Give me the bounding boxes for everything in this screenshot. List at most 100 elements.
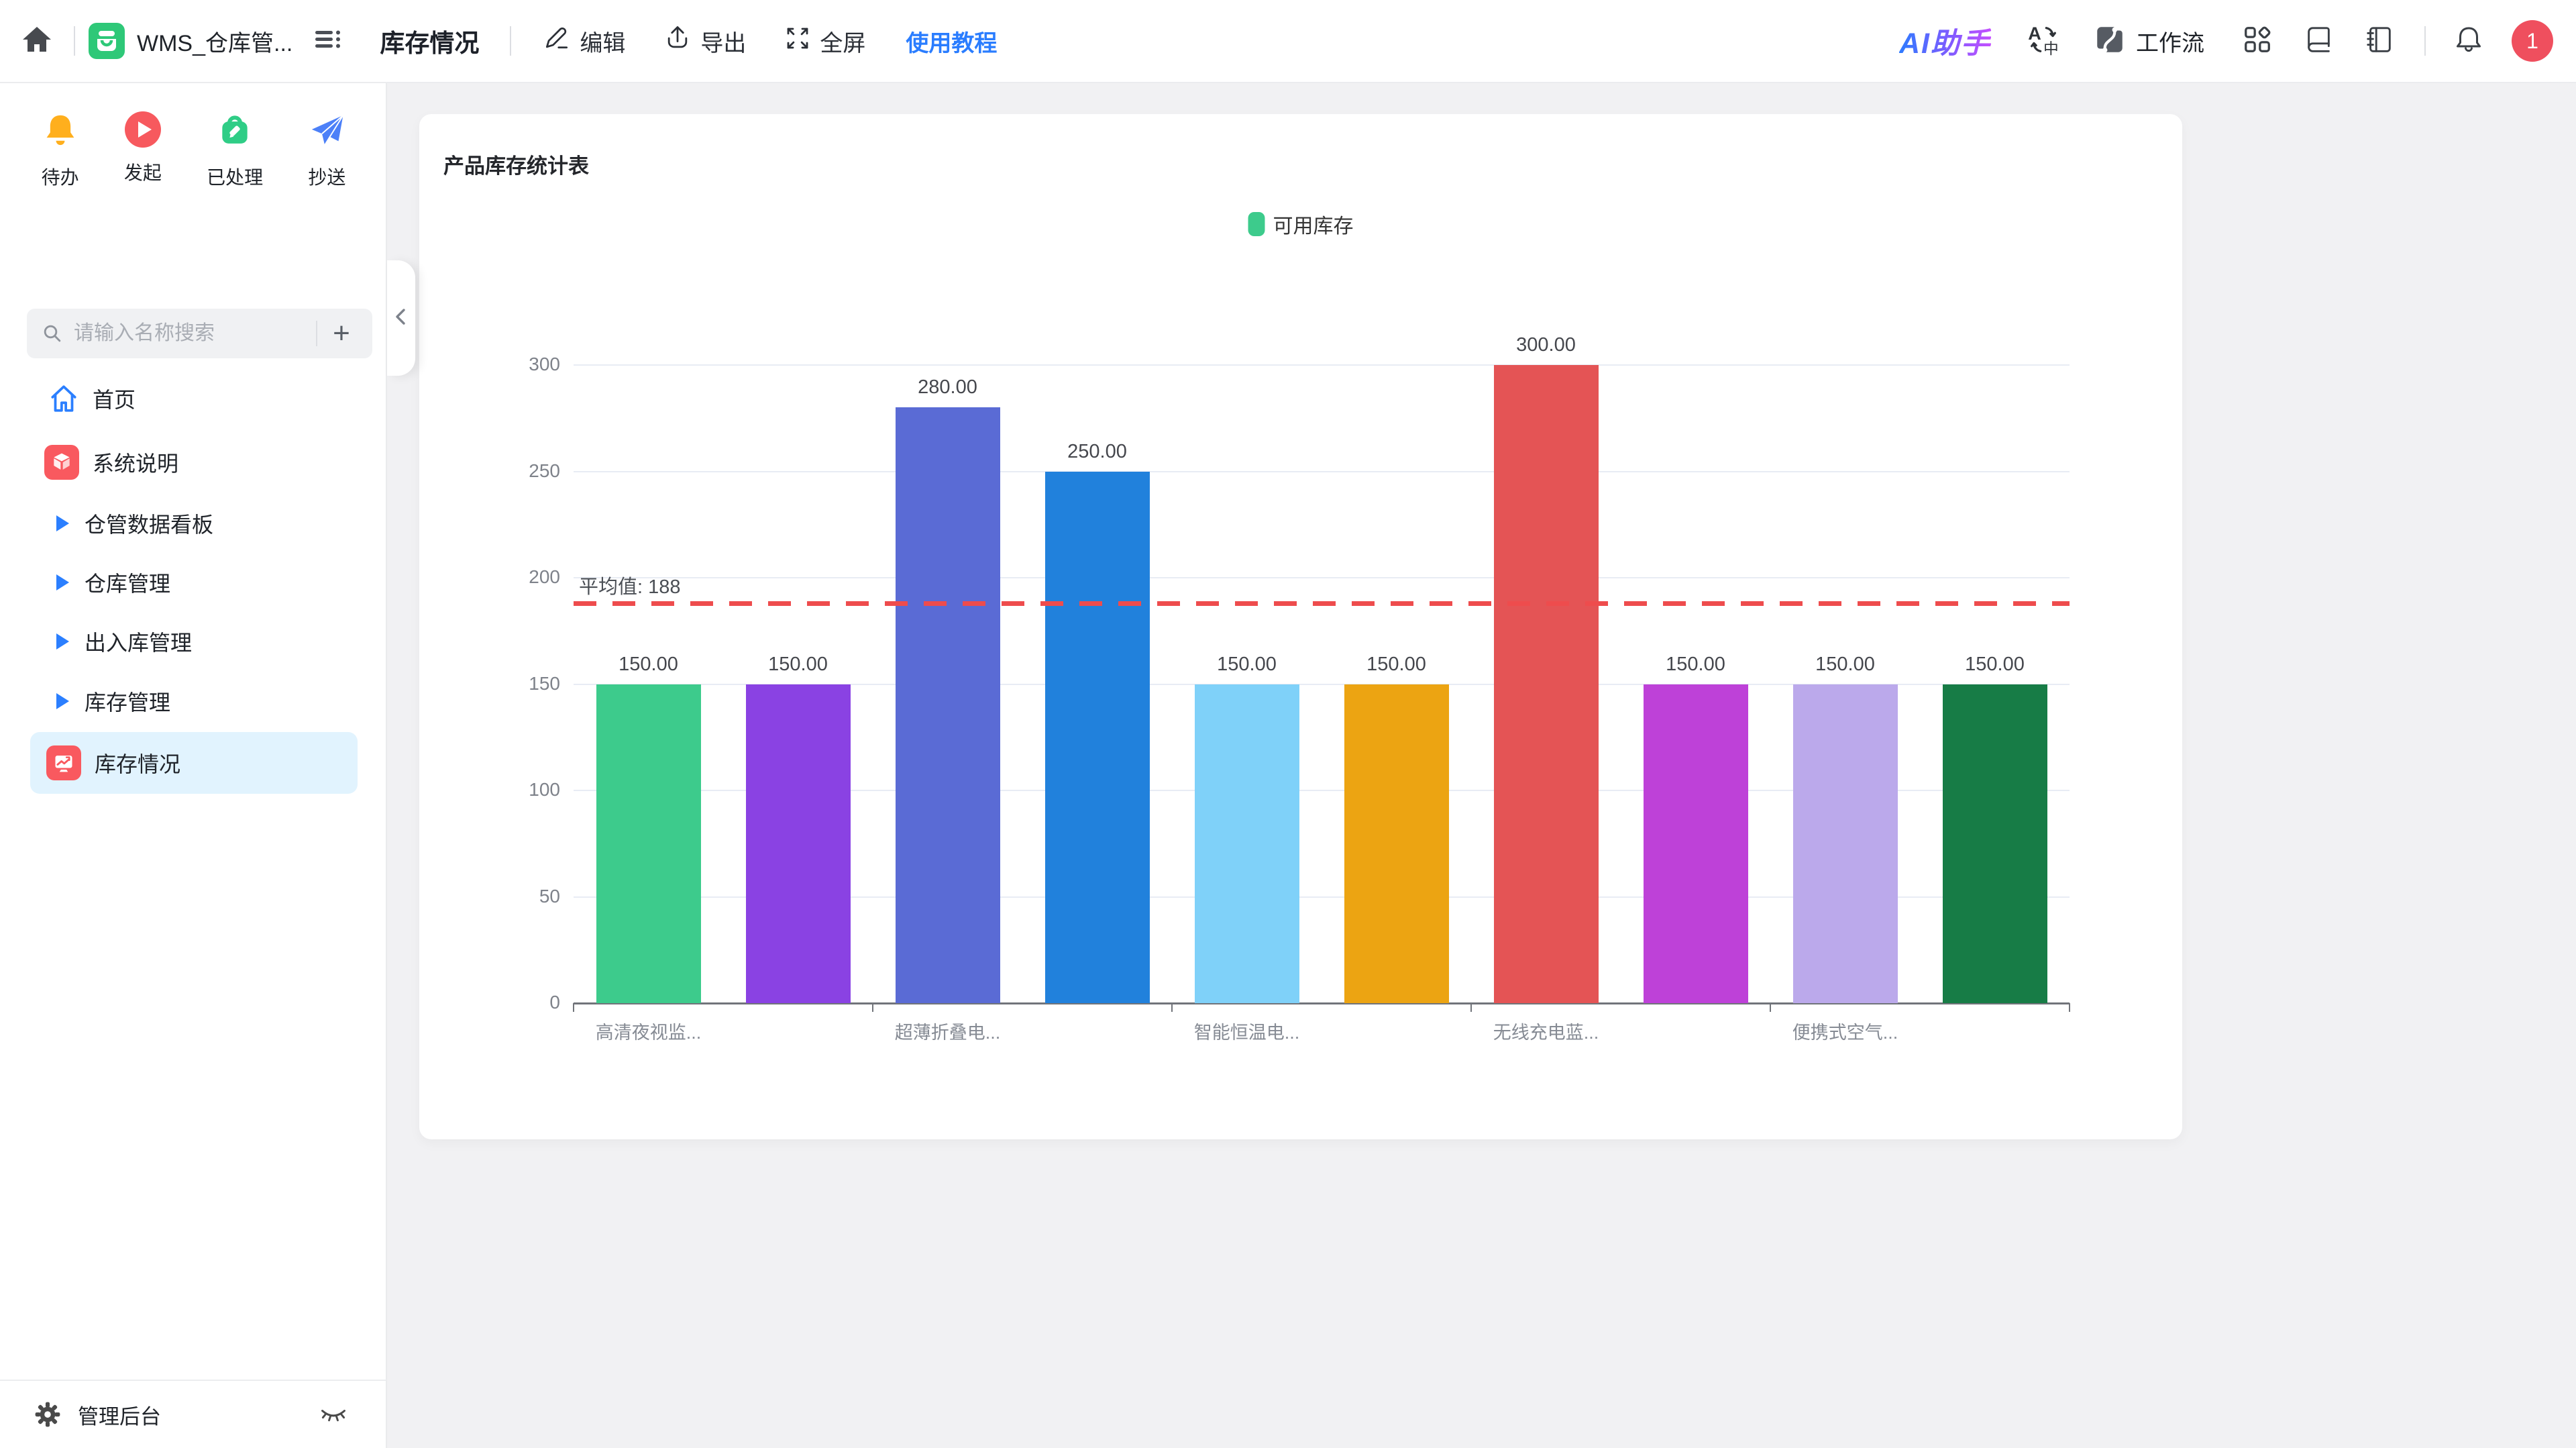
sidebar-group-warehouse-mgmt[interactable]: 仓库管理 — [0, 552, 387, 613]
x-axis-category-label: 高清夜视监... — [595, 1023, 702, 1043]
sidebar-group-inout-mgmt[interactable]: 出入库管理 — [0, 611, 387, 672]
bell-icon — [42, 111, 79, 152]
legend-swatch — [1248, 212, 1265, 236]
x-axis-tick — [872, 1003, 873, 1012]
topbar-divider — [74, 26, 75, 56]
monitor-chart-icon — [46, 745, 81, 780]
bar-6 — [1493, 365, 1599, 1003]
fullscreen-label: 全屏 — [820, 30, 866, 56]
bar-8 — [1792, 684, 1898, 1003]
workflow-icon — [2093, 23, 2127, 60]
legend-label: 可用库存 — [1273, 215, 1354, 238]
quick-action-label: 抄送 — [308, 167, 346, 188]
chart-plot: 0 50 100 150 200 250 300 150.00 高清夜视监... 150.00 28… — [419, 114, 2182, 1139]
fullscreen-icon — [784, 24, 812, 58]
bar-value-label: 300.00 — [1516, 334, 1576, 356]
edit-button[interactable]: 编辑 — [542, 23, 625, 59]
quick-action-initiate[interactable]: 发起 — [124, 111, 162, 190]
search-input[interactable] — [74, 322, 313, 345]
sidebar-item-inventory-status[interactable]: 库存情况 — [30, 732, 358, 794]
bar-1 — [745, 684, 851, 1003]
tutorial-link[interactable]: 使用教程 — [906, 30, 998, 56]
home-button[interactable] — [0, 23, 74, 59]
bar-value-label: 150.00 — [768, 653, 828, 675]
y-axis-tick-label: 200 — [529, 566, 560, 587]
search-icon — [39, 320, 66, 347]
bar-3 — [1044, 471, 1150, 1003]
sidebar-group-warehouse-dashboard[interactable]: 仓管数据看板 — [0, 493, 387, 554]
bar-value-label: 150.00 — [1217, 653, 1277, 675]
pencil-icon — [542, 23, 572, 59]
x-axis-category-label: 超薄折叠电... — [894, 1023, 1001, 1043]
eye-closed-icon[interactable] — [319, 1400, 348, 1429]
topbar-right: AI助手 A 中 — [1899, 20, 2553, 62]
home-icon — [21, 23, 53, 59]
notification-count: 1 — [2526, 28, 2538, 53]
page-title: 库存情况 — [380, 30, 480, 57]
x-axis-tick — [2069, 1003, 2070, 1012]
bar-9 — [1942, 684, 2047, 1003]
topbar-divider3 — [2424, 26, 2426, 56]
sidebar-group-inventory-mgmt[interactable]: 库存管理 — [0, 671, 387, 731]
gridline-y100 — [574, 790, 2070, 791]
sidebar-item-label: 仓库管理 — [85, 572, 171, 596]
notebook-button[interactable] — [2364, 24, 2395, 58]
apps-grid-icon — [2242, 24, 2273, 58]
export-label: 导出 — [700, 30, 747, 56]
sidebar-item-label: 仓管数据看板 — [85, 513, 214, 537]
expand-triangle-icon — [56, 515, 69, 531]
admin-backend-label: 管理后台 — [78, 1404, 161, 1429]
docs-button[interactable] — [2304, 24, 2334, 58]
expand-triangle-icon — [56, 574, 69, 590]
x-axis-category-label: 无线充电蓝... — [1493, 1023, 1599, 1043]
bar-value-label: 280.00 — [918, 376, 977, 399]
chart-title: 产品库存统计表 — [443, 154, 589, 178]
quick-actions: 待办 发起 已处理 — [0, 111, 387, 190]
sidebar-item-label: 系统说明 — [93, 452, 179, 476]
bar-2 — [895, 407, 1000, 1003]
menu-list-button[interactable] — [307, 23, 347, 59]
svg-text:中: 中 — [2043, 40, 2059, 56]
quick-action-todo[interactable]: 待办 — [42, 111, 79, 190]
admin-backend-button[interactable]: 管理后台 — [0, 1380, 386, 1448]
cube-icon — [44, 445, 79, 480]
expand-triangle-icon — [56, 693, 69, 709]
topbar-left: WMS_仓库管... 库存情况 编辑 — [0, 23, 997, 59]
fullscreen-button[interactable]: 全屏 — [784, 24, 865, 58]
sidebar-item-label: 库存管理 — [85, 690, 171, 715]
gridline-y250 — [574, 470, 2070, 472]
sidebar-item-home[interactable]: 首页 — [0, 368, 387, 429]
sidebar-item-label: 库存情况 — [95, 752, 181, 776]
workflow-button[interactable]: 工作流 — [2093, 23, 2204, 60]
x-axis-tick — [1470, 1003, 1472, 1012]
chart-card: 产品库存统计表 可用库存 0 50 100 150 200 250 300 150.00 高清夜… — [419, 114, 2182, 1139]
x-axis-category-label: 便携式空气... — [1792, 1023, 1898, 1043]
x-axis-category-label: 智能恒温电... — [1193, 1023, 1300, 1043]
svg-text:A: A — [2028, 23, 2041, 44]
add-button[interactable]: + — [333, 317, 350, 350]
gear-icon — [34, 1400, 62, 1429]
translate-icon: A 中 — [2026, 22, 2061, 60]
sidebar-item-label: 出入库管理 — [85, 631, 193, 655]
book-icon — [2304, 24, 2334, 58]
apps-grid-button[interactable] — [2242, 24, 2273, 58]
sidebar-collapse-handle[interactable] — [387, 260, 415, 376]
bell-icon — [2453, 23, 2485, 59]
workflow-label: 工作流 — [2136, 30, 2204, 56]
quick-action-cc[interactable]: 抄送 — [308, 111, 345, 190]
sidebar-item-system-info[interactable]: 系统说明 — [0, 432, 387, 493]
export-button[interactable]: 导出 — [663, 23, 746, 59]
notifications-button[interactable] — [2453, 23, 2485, 59]
ai-assistant-button[interactable]: AI助手 — [1899, 20, 1991, 62]
quick-action-label: 已处理 — [207, 167, 264, 188]
average-line — [574, 601, 2070, 607]
translate-button[interactable]: A 中 — [2026, 22, 2061, 60]
legend-item[interactable]: 可用库存 — [1248, 209, 1354, 239]
search-divider — [316, 321, 317, 346]
quick-action-processed[interactable]: 已处理 — [207, 111, 263, 190]
menu-list-icon — [311, 23, 343, 59]
y-axis-tick-label: 250 — [529, 460, 560, 481]
bar-5 — [1344, 684, 1449, 1003]
app-logo-icon[interactable] — [89, 23, 125, 59]
avatar[interactable]: 1 — [2512, 20, 2553, 62]
